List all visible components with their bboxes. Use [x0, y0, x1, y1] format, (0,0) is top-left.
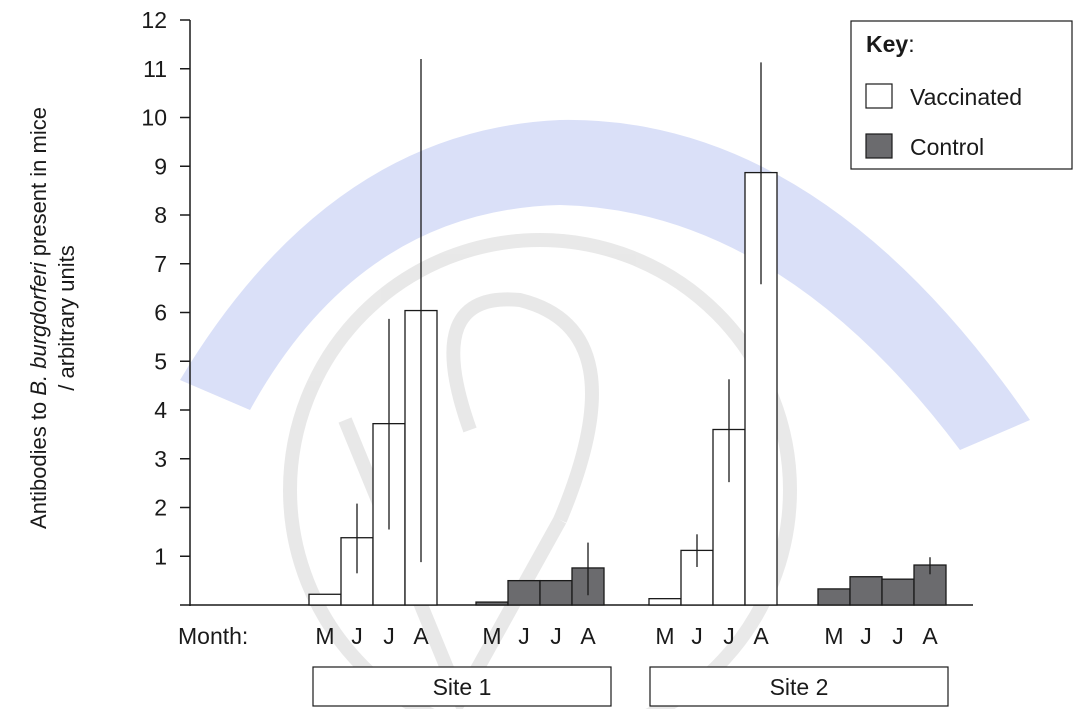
month-label: A [580, 623, 596, 649]
y-tick-label: 1 [154, 543, 167, 569]
y-tick-label: 7 [154, 251, 167, 277]
legend-swatch-control [865, 133, 893, 159]
control-bar [881, 578, 915, 606]
control-bar [507, 579, 541, 606]
y-tick-label: 11 [143, 56, 167, 82]
vaccinated-bar [648, 598, 682, 606]
site-1-box [312, 666, 612, 707]
y-tick-label: 4 [154, 397, 167, 423]
y-tick-label: 3 [154, 446, 167, 472]
month-label: J [518, 623, 530, 649]
vaccinated-bar [308, 593, 342, 606]
error-bars [356, 59, 931, 596]
control-bar [817, 588, 851, 606]
y-axis-label-line2: / arbitrary units [54, 245, 79, 391]
month-label: J [860, 623, 872, 649]
site-2-box [649, 666, 949, 707]
legend: Key: Vaccinated Control [850, 20, 1073, 170]
month-label: J [723, 623, 735, 649]
y-axis-label: Antibodies to B. burgdorferi present in … [26, 107, 51, 529]
y-tick-label: 2 [154, 495, 167, 521]
month-label: J [892, 623, 904, 649]
legend-title: Key: [866, 31, 915, 57]
y-tick-label: 9 [154, 153, 167, 179]
legend-label-vaccinated: Vaccinated [910, 84, 1022, 110]
site-1-label: Site 1 [433, 674, 492, 700]
month-label: J [550, 623, 562, 649]
month-label: A [753, 623, 769, 649]
month-label: A [922, 623, 938, 649]
y-tick-label: 6 [154, 300, 167, 326]
y-tick-label: 8 [154, 202, 167, 228]
y-tick-label: 10 [141, 105, 167, 131]
month-label: M [315, 623, 334, 649]
month-label: J [351, 623, 363, 649]
month-label: J [383, 623, 395, 649]
control-bar [539, 579, 573, 606]
watermark-banner [180, 119, 1030, 450]
control-bar [475, 601, 509, 606]
month-label: M [824, 623, 843, 649]
month-label: J [691, 623, 703, 649]
month-label: M [655, 623, 674, 649]
legend-label-control: Control [910, 134, 984, 160]
control-bar [849, 576, 883, 606]
legend-swatch-vaccinated [865, 83, 893, 109]
y-tick-label: 12 [141, 7, 167, 33]
y-tick-label: 5 [154, 348, 167, 374]
month-label: A [413, 623, 429, 649]
site-2-label: Site 2 [770, 674, 829, 700]
month-row-label: Month: [178, 623, 248, 649]
month-label: M [482, 623, 501, 649]
